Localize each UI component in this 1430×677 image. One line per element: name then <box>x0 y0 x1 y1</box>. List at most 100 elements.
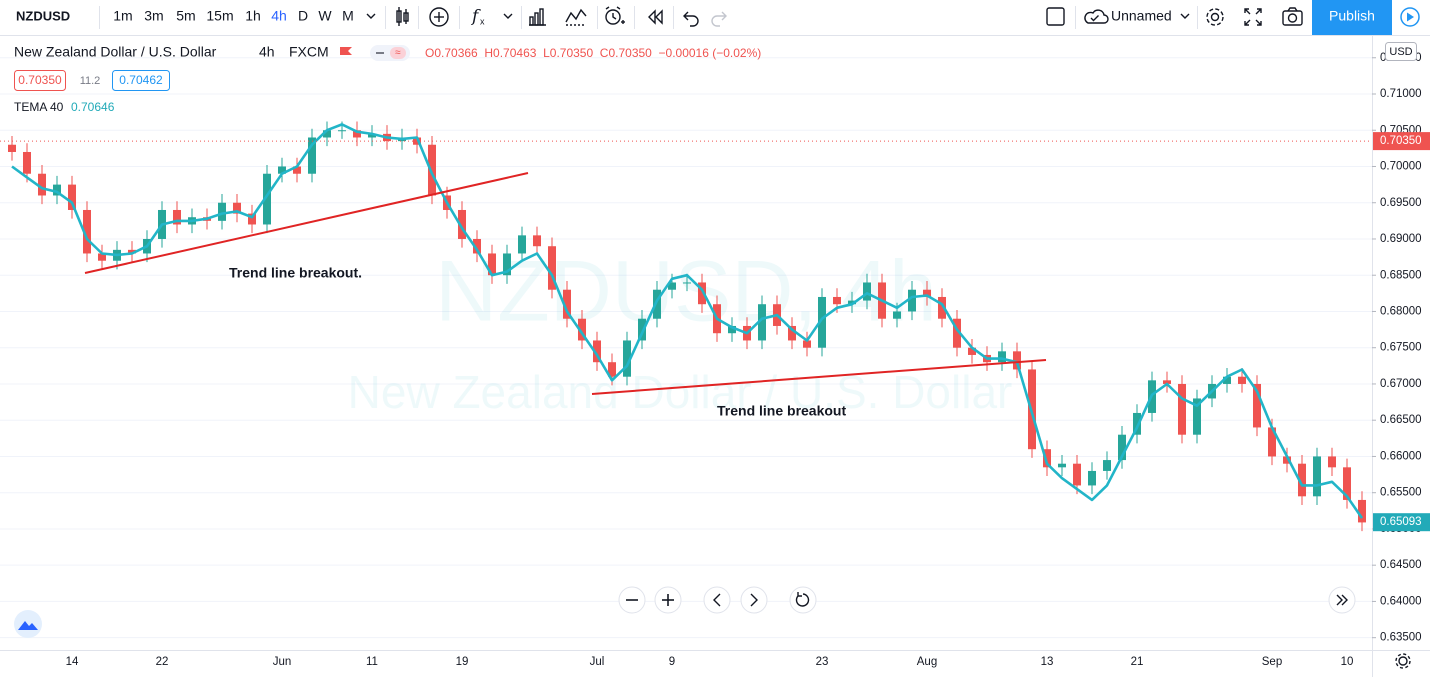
undo-button[interactable] <box>683 11 699 27</box>
candle-body <box>323 130 331 138</box>
trend-line[interactable] <box>591 359 1047 395</box>
sell-box[interactable] <box>14 70 66 91</box>
y-tick-label: 0.64000 <box>1380 595 1422 607</box>
screenshot-button[interactable] <box>1282 7 1303 26</box>
candle-body <box>923 289 931 297</box>
annotation-text[interactable]: Trend line breakout <box>717 403 846 419</box>
scroll-left-button[interactable] <box>703 586 731 614</box>
interval-button[interactable]: 5m <box>176 8 195 24</box>
price-label-bg <box>1373 513 1430 532</box>
candle-body <box>338 130 346 132</box>
candle-body <box>578 318 586 341</box>
watermark-symbol: NZDUSD, 4h <box>435 244 937 340</box>
axis-settings-button[interactable] <box>1395 653 1411 669</box>
candle-body <box>473 238 481 254</box>
templates-button[interactable] <box>565 8 587 26</box>
candle-body <box>38 173 46 196</box>
candle-body <box>818 296 826 348</box>
price-label: 0.70350 <box>1380 135 1422 147</box>
candle-body <box>293 166 301 174</box>
y-tick-label: 0.68500 <box>1380 269 1422 281</box>
candle-body <box>1118 434 1126 461</box>
compare-button[interactable] <box>429 7 449 27</box>
candle-body <box>128 249 136 254</box>
fullscreen-button[interactable] <box>1244 8 1262 26</box>
candle-body <box>23 151 31 174</box>
interval-button[interactable]: W <box>318 8 332 24</box>
ask-price: 0.70462 <box>119 73 163 87</box>
candle-body <box>728 325 736 334</box>
interval-dropdown[interactable] <box>366 13 376 19</box>
candle-body <box>758 304 766 341</box>
candle-body <box>1343 467 1351 500</box>
candle-body <box>68 184 76 210</box>
publish-button[interactable]: Publish <box>1312 0 1392 35</box>
x-tick-label: 23 <box>816 656 829 668</box>
candle-body <box>233 202 241 214</box>
candle-body <box>503 253 511 276</box>
interval-button[interactable]: D <box>298 8 308 24</box>
candle-body <box>53 184 61 196</box>
interval-button[interactable]: M <box>342 8 354 24</box>
x-tick-label: 21 <box>1131 656 1144 668</box>
layout-menu[interactable]: Unnamed <box>1084 8 1190 24</box>
indicator-line <box>11 123 1364 519</box>
candle-body <box>893 311 901 319</box>
publish-bg <box>1312 0 1392 35</box>
x-tick-label: Jul <box>590 656 605 668</box>
buy-box[interactable] <box>112 70 170 91</box>
market-status-flag[interactable] <box>340 47 352 55</box>
y-tick-label: 0.65500 <box>1380 487 1422 499</box>
interval-button[interactable]: 4h <box>271 8 287 24</box>
y-tick-label: 0.66000 <box>1380 450 1422 462</box>
currency-badge[interactable] <box>1385 42 1417 61</box>
financials-button[interactable] <box>529 8 546 26</box>
candle-body <box>1223 376 1231 384</box>
y-tick-label: 0.67000 <box>1380 378 1422 390</box>
alert-button[interactable] <box>605 6 625 25</box>
interval-button[interactable]: 3m <box>144 8 163 24</box>
ohlc-values: O0.70366 H0.70463 L0.70350 C0.70350 −0.0… <box>425 46 761 60</box>
symbol-search[interactable]: NZDUSD <box>16 8 70 23</box>
scroll-to-realtime-button[interactable] <box>1328 586 1356 614</box>
y-tick-label: 0.71000 <box>1380 88 1422 100</box>
candle-body <box>908 289 916 312</box>
price-label: 0.65093 <box>1380 516 1422 528</box>
candle-body <box>698 282 706 305</box>
interval-button[interactable]: 1h <box>245 8 261 24</box>
candle-body <box>173 209 181 225</box>
candle-body <box>968 347 976 355</box>
layout-select-button[interactable] <box>1046 7 1065 26</box>
legend: New Zealand Dollar / U.S. Dollar 4h FXCM… <box>14 44 761 114</box>
candle-body <box>1088 470 1096 486</box>
y-tick-label: 0.70000 <box>1380 161 1422 173</box>
candle-body <box>353 130 361 138</box>
zoom-out-button[interactable] <box>618 586 646 614</box>
candle-body <box>953 318 961 348</box>
interval-button[interactable]: 1m <box>113 8 132 24</box>
tradingview-logo[interactable] <box>14 610 42 638</box>
toolbar-bg <box>0 0 1430 35</box>
stream-button[interactable] <box>1400 7 1420 27</box>
bid-price: 0.70350 <box>18 73 62 87</box>
zoom-in-button[interactable] <box>654 586 682 614</box>
candle-body <box>1133 412 1141 435</box>
candle-body <box>833 296 841 305</box>
x-tick-label: 19 <box>456 656 469 668</box>
scroll-right-button[interactable] <box>740 586 768 614</box>
redo-button[interactable] <box>711 11 727 27</box>
indicators-button[interactable]: f <box>470 7 481 27</box>
settings-button[interactable] <box>1206 8 1224 26</box>
candle-body <box>848 300 856 305</box>
chart-type-button[interactable] <box>396 7 409 26</box>
trend-line[interactable] <box>84 172 529 274</box>
interval-button[interactable]: 15m <box>206 8 233 24</box>
indicators-dropdown[interactable] <box>503 13 513 19</box>
candle-body <box>8 144 16 152</box>
annotation-text[interactable]: Trend line breakout. <box>229 265 362 281</box>
reset-button[interactable] <box>789 586 817 614</box>
indicators-button-sub: x <box>480 16 485 26</box>
candle-body <box>518 235 526 254</box>
replay-button[interactable] <box>648 9 663 25</box>
